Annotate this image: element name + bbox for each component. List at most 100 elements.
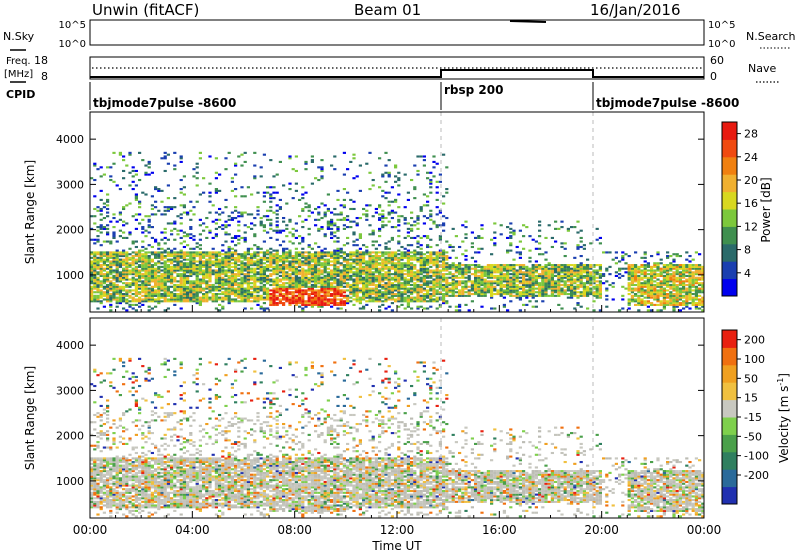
power-cell [403,269,407,272]
power-cell [339,291,343,294]
power-cell [454,309,458,312]
power-cell [397,305,401,308]
power-cell [659,287,663,290]
power-cell [131,292,135,296]
power-cell [336,303,340,306]
power-cell [259,265,263,268]
power-cell [234,216,238,220]
power-cell [138,151,142,154]
cpid-seg-1: tbjmode7pulse -8600 [93,96,236,110]
power-cell [93,274,97,278]
power-cell [186,213,190,216]
power-cell [496,264,500,267]
power-cell [464,249,468,252]
power-cell [426,264,430,267]
power-cell [294,169,298,173]
power-cell [333,222,337,225]
beam-title: Beam 01 [354,1,421,19]
power-cell [429,227,433,230]
power-cell [339,282,343,285]
power-cell [234,206,238,209]
power-cell [643,283,647,287]
power-cell [365,204,369,207]
power-cell [208,267,212,270]
power-cell [317,278,321,281]
power-cell [157,244,161,247]
power-cell [259,271,263,274]
power-cell [634,269,638,272]
power-cell [278,267,282,270]
power-cell [403,280,407,283]
power-cell [138,178,142,182]
power-cell [157,209,161,212]
power-cell [157,269,161,272]
power-cell [256,258,260,261]
power-cell [154,238,158,241]
power-cell [371,264,375,267]
power-cell [144,262,148,265]
power-cell [96,260,100,263]
power-cell [272,253,276,256]
power-cell [426,200,430,203]
power-cell [422,280,426,283]
power-cell [218,253,222,256]
power-cell [368,300,372,303]
power-cell [656,264,660,267]
power-cell [240,280,244,283]
power-cell [314,303,318,306]
power-cell [304,289,308,292]
power-cell [579,282,583,285]
power-cell [298,292,302,296]
power-cell [454,264,458,267]
power-cell [272,298,276,301]
power-cell [502,283,506,287]
power-cell [176,298,180,301]
power-cell [221,273,225,276]
power-cell [128,184,132,187]
power-cell [317,251,321,254]
power-cell [509,287,513,290]
power-cell [403,251,407,254]
power-cell [240,236,244,239]
power-cell [563,282,567,285]
power-cell [202,300,206,303]
power-cell [307,278,311,281]
power-cell [218,226,222,229]
power-cell [333,278,337,281]
power-cell [371,251,375,254]
power-cell [326,224,330,227]
power-cell [506,289,510,292]
power-cell [118,254,122,258]
power-cell [138,283,142,287]
power-cell [387,292,391,296]
power-cell [365,264,369,267]
power-cell [515,287,519,290]
power-cell [349,160,353,163]
power-cell [406,191,410,194]
power-cell [368,294,372,297]
power-cell [422,256,426,259]
power-cell [323,204,327,207]
power-cell [362,280,366,283]
power-cell [419,206,423,209]
power-cell [182,175,186,178]
power-cell [294,247,298,250]
power-cell [426,291,430,294]
power-cell [512,265,516,268]
power-cell [419,207,423,211]
power-cell [195,282,199,285]
power-cell [317,274,321,278]
power-cell [637,267,641,270]
power-cell [662,307,666,310]
power-cell [301,278,305,281]
power-cell [291,233,295,236]
power-cell [413,273,417,276]
power-cell [621,285,625,288]
power-cell [394,269,398,272]
power-cell [314,253,318,256]
power-cell [589,292,593,296]
power-cell [307,273,311,276]
power-cell [400,265,404,268]
power-cell [438,274,442,278]
power-cell [502,273,506,276]
